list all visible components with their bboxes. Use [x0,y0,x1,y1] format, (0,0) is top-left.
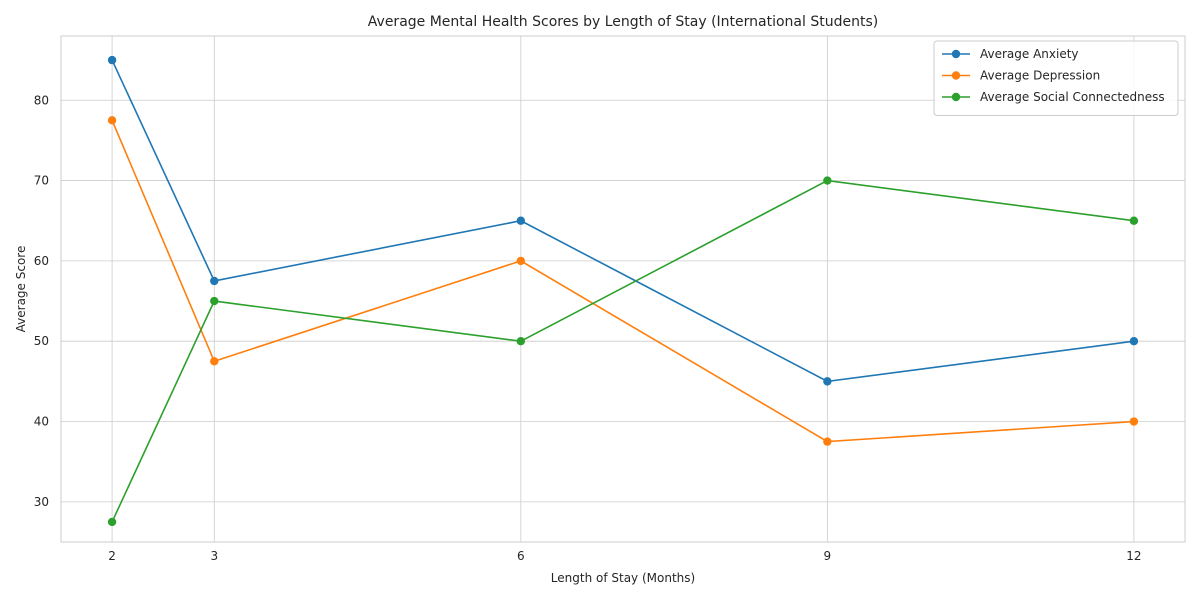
data-point [107,517,117,527]
data-point [107,55,117,65]
y-axis-label: Average Score [14,246,28,333]
legend-label: Average Anxiety [980,47,1079,61]
y-tick-label: 60 [34,254,49,268]
data-point [107,116,117,125]
data-point [1129,337,1139,346]
y-tick-label: 50 [34,334,49,348]
data-point [516,337,526,346]
legend-label: Average Social Connectedness [980,90,1165,104]
x-tick-label: 6 [517,549,525,563]
chart-title: Average Mental Health Scores by Length o… [368,14,878,30]
legend: Average Anxiety Average Depression Average… [933,40,1179,116]
x-axis-label: Length of Stay (Months) [551,571,695,585]
data-point [1129,216,1139,225]
series-lines [107,55,1139,527]
data-point [1129,417,1139,426]
data-point [823,437,832,446]
y-tick-label: 80 [34,93,49,107]
data-point [210,296,219,306]
data-point [210,357,219,366]
x-tick-label: 9 [824,549,832,563]
data-point [210,276,219,286]
data-point [823,377,832,386]
series-line [111,179,1135,523]
grid [61,36,1185,542]
legend-marker [951,92,961,102]
x-tick-label: 2 [108,549,116,563]
data-point [516,256,526,266]
plot-frame [60,35,1186,543]
legend-box [933,40,1179,116]
tick-labels: 2 3 6 9 12 30 40 50 60 70 80 [34,93,1142,563]
data-point [516,216,526,225]
y-tick-label: 40 [34,415,49,429]
legend-marker [951,49,961,59]
legend-marker [951,71,961,80]
x-tick-label: 3 [210,549,218,563]
x-tick-label: 12 [1126,549,1141,563]
data-point [823,176,832,185]
y-tick-label: 70 [34,174,49,188]
legend-label: Average Depression [980,69,1100,83]
series-line [111,120,1134,443]
y-tick-label: 30 [34,495,49,509]
